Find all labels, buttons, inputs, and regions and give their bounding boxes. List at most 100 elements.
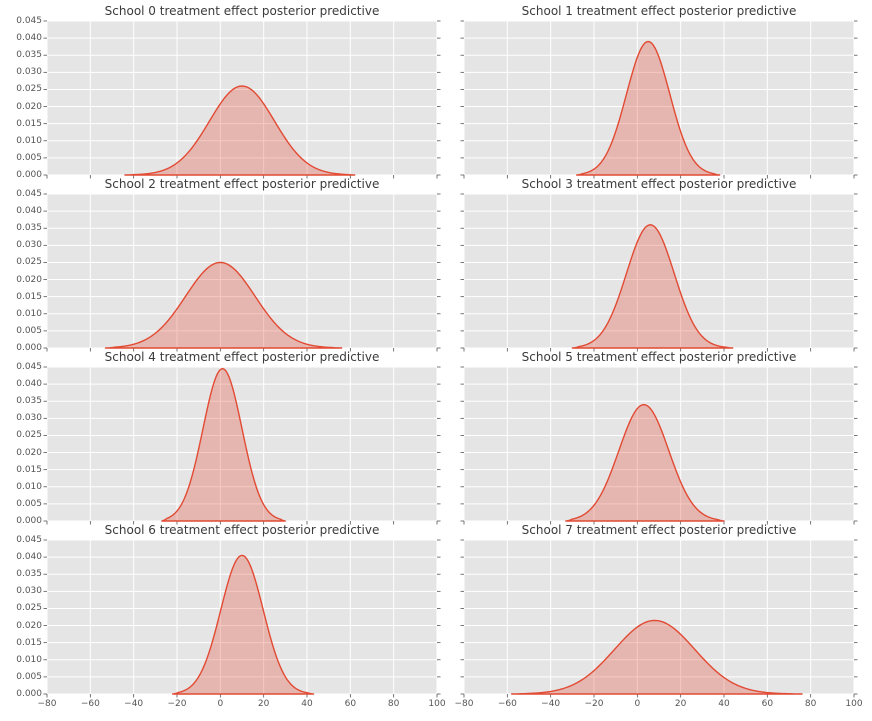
y-tick-label: 0.035	[16, 569, 42, 580]
y-tick-label: 0.000	[16, 170, 42, 180]
density-plot	[43, 366, 441, 525]
y-axis-tick-labels: 0.000 0.005 0.010 0.015 0.020 0.025 0.030 0.035…	[3, 535, 42, 699]
y-tick-label: 0.035	[16, 50, 42, 61]
subplot-title: School 4 treatment effect posterior pred…	[104, 350, 380, 364]
subplot-school-2: School 2 treatment effect posterior pred…	[16, 177, 441, 353]
x-tick-label: 60	[761, 699, 774, 709]
subplot-title: School 7 treatment effect posterior pred…	[521, 523, 797, 537]
subplot-school-3: School 3 treatment effect posterior pred…	[460, 177, 858, 352]
x-tick-label: 60	[344, 699, 357, 709]
y-tick-label: 0.010	[16, 308, 42, 319]
subplot-title: School 5 treatment effect posterior pred…	[521, 350, 797, 364]
x-tick-label: 100	[845, 699, 863, 709]
subplot-title: School 0 treatment effect posterior pred…	[104, 4, 380, 18]
density-plot	[460, 539, 858, 698]
subplot-school-4: School 4 treatment effect posterior pred…	[16, 350, 441, 526]
x-axis-tick-labels: −80 −60 −40 −20 0 20 40 60 80 100	[38, 699, 446, 711]
y-tick-label: 0.020	[16, 274, 42, 285]
y-tick-label: 0.045	[16, 16, 42, 26]
subplot-title: School 6 treatment effect posterior pred…	[104, 523, 380, 537]
y-tick-label: 0.040	[16, 552, 42, 563]
plot-background	[464, 194, 854, 348]
density-curve	[124, 85, 356, 176]
x-axis-tick-labels: −80 −60 −40 −20 0 20 40 60 80 100	[455, 699, 863, 711]
y-tick-label: 0.000	[16, 689, 42, 699]
y-axis-tick-labels: 0.000 0.005 0.010 0.015 0.020 0.025 0.030 0.035…	[3, 189, 42, 353]
y-tick-label: 0.025	[16, 603, 42, 614]
x-tick-label: 100	[428, 699, 446, 709]
y-tick-label: 0.010	[16, 135, 42, 146]
y-tick-label: 0.000	[16, 343, 42, 353]
density-curve	[161, 368, 287, 522]
y-tick-label: 0.030	[16, 413, 42, 424]
x-tick-label: −80	[37, 699, 57, 709]
y-tick-label: 0.015	[16, 464, 42, 475]
y-tick-label: 0.025	[16, 84, 42, 95]
density-plot	[460, 20, 858, 179]
y-tick-label: 0.020	[16, 101, 42, 112]
x-tick-label: 80	[387, 699, 400, 709]
x-tick-label: −80	[454, 699, 474, 709]
density-plot	[43, 20, 441, 179]
y-tick-label: 0.030	[16, 586, 42, 597]
subplot-title: School 2 treatment effect posterior pred…	[104, 177, 380, 191]
y-tick-label: 0.015	[16, 118, 42, 129]
y-tick-label: 0.035	[16, 396, 42, 407]
y-tick-label: 0.015	[16, 291, 42, 302]
y-tick-label: 0.035	[16, 223, 42, 234]
x-tick-label: −40	[124, 699, 144, 709]
density-curve	[510, 619, 803, 695]
y-tick-label: 0.040	[16, 33, 42, 44]
x-tick-label: 20	[257, 699, 270, 709]
y-tick-label: 0.000	[16, 516, 42, 526]
plot-background	[47, 367, 437, 521]
subplot-school-5: School 5 treatment effect posterior pred…	[460, 350, 858, 525]
plot-background	[47, 194, 437, 348]
x-tick-label: −60	[497, 699, 517, 709]
density-plot	[460, 366, 858, 525]
plot-background	[464, 540, 854, 694]
subplot-school-0: School 0 treatment effect posterior pred…	[16, 4, 441, 180]
x-tick-label: −20	[167, 699, 187, 709]
y-axis-tick-labels: 0.000 0.005 0.010 0.015 0.020 0.025 0.030 0.035…	[3, 362, 42, 526]
density-curve	[571, 224, 734, 349]
plot-background	[47, 540, 437, 694]
plot-background	[464, 21, 854, 175]
subplot-school-1: School 1 treatment effect posterior pred…	[460, 4, 858, 179]
density-plot	[43, 539, 441, 698]
x-tick-label: −40	[541, 699, 561, 709]
y-tick-label: 0.045	[16, 189, 42, 199]
plot-background	[464, 367, 854, 521]
y-tick-label: 0.020	[16, 620, 42, 631]
y-tick-label: 0.045	[16, 362, 42, 372]
x-tick-label: 0	[217, 699, 224, 709]
subplot-school-6: School 6 treatment effect posterior pred…	[16, 523, 445, 709]
density-curve	[565, 403, 725, 522]
y-tick-label: 0.040	[16, 206, 42, 217]
y-axis-tick-labels: 0.000 0.005 0.010 0.015 0.020 0.025 0.030 0.035…	[3, 16, 42, 180]
x-tick-label: 40	[718, 699, 730, 709]
y-tick-label: 0.005	[16, 152, 42, 163]
density-plot	[43, 193, 441, 352]
density-plot	[460, 193, 858, 352]
x-tick-label: −20	[584, 699, 604, 709]
y-tick-label: 0.025	[16, 430, 42, 441]
x-tick-label: −60	[80, 699, 100, 709]
y-tick-label: 0.025	[16, 257, 42, 268]
density-curve	[575, 40, 721, 176]
y-tick-label: 0.015	[16, 637, 42, 648]
y-tick-label: 0.020	[16, 447, 42, 458]
x-tick-label: 80	[804, 699, 817, 709]
plot-background	[47, 21, 437, 175]
y-tick-label: 0.010	[16, 481, 42, 492]
density-curve	[171, 554, 315, 695]
subplot-school-7: School 7 treatment effect posterior pred…	[455, 523, 863, 709]
subplot-title: School 3 treatment effect posterior pred…	[521, 177, 797, 191]
y-tick-label: 0.005	[16, 671, 42, 682]
x-tick-label: 20	[674, 699, 687, 709]
density-curve	[104, 261, 343, 349]
x-tick-label: 40	[301, 699, 313, 709]
y-tick-label: 0.010	[16, 654, 42, 665]
y-tick-label: 0.030	[16, 67, 42, 78]
